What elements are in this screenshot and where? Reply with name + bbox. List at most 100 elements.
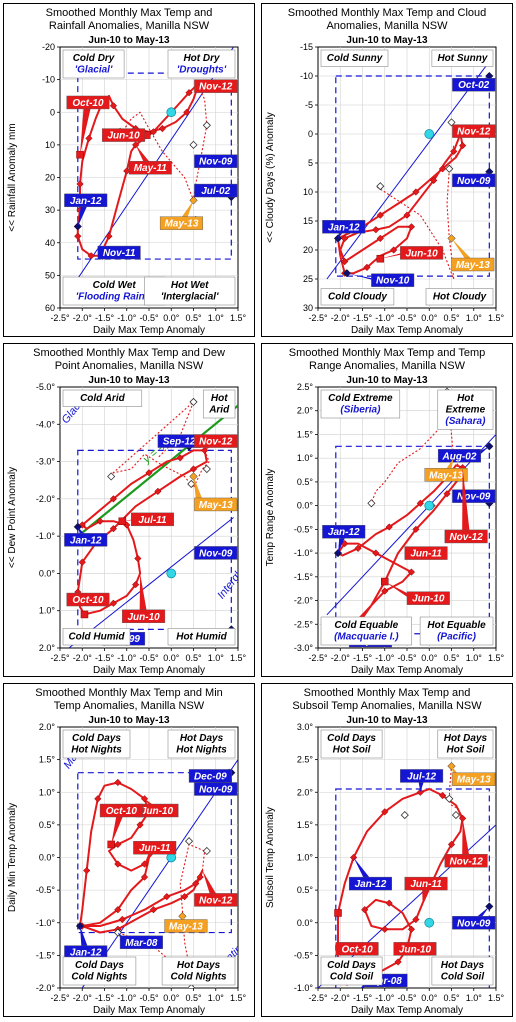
tick-label-y: -1.0° xyxy=(36,531,56,541)
callout-label: Nov-09 xyxy=(199,784,233,795)
corner-label: Cold Days xyxy=(72,733,121,744)
tick-label-y: -1.0° xyxy=(294,548,314,558)
square-marker xyxy=(376,254,385,263)
tick-label-y: 0.5° xyxy=(297,477,314,487)
corner-box xyxy=(437,389,494,430)
series-point xyxy=(189,465,198,473)
x-axis-title: Daily Max Temp Anomaly xyxy=(93,1005,205,1016)
callout-label: Jun-11 xyxy=(139,843,171,854)
series-point xyxy=(372,549,380,557)
chart-subtitle: Jun-10 to May-13 xyxy=(88,375,170,386)
corner-label: Hot Days xyxy=(177,960,221,971)
tick-label-y: 0.5° xyxy=(297,885,314,895)
tick-label-x: 0.5° xyxy=(443,653,460,663)
callout-box xyxy=(452,772,496,786)
tick-label-x: -0.5° xyxy=(397,993,417,1003)
corner-label: Cold Dry xyxy=(73,53,115,64)
tick-label-x: -2.5° xyxy=(308,993,328,1003)
series-point xyxy=(140,873,149,881)
series-point xyxy=(134,554,142,563)
gold-marker xyxy=(189,472,198,481)
series-point xyxy=(94,795,102,803)
tick-label-y: 50 xyxy=(45,270,55,280)
corner-label: Hot Days xyxy=(444,733,488,744)
series-point xyxy=(458,141,467,150)
series-point xyxy=(105,232,113,240)
callout-label: Nov-09 xyxy=(457,918,491,929)
open-marker xyxy=(451,811,461,820)
callout-label: Jul-11 xyxy=(138,515,167,526)
tick-label-x: -2.5° xyxy=(308,653,328,663)
x-axis-title: Daily Max Temp Anomaly xyxy=(93,665,205,676)
callout-label: May-13 xyxy=(199,500,233,511)
corner-label: Cold Nights xyxy=(170,972,227,983)
corner-box xyxy=(431,49,494,67)
open-marker xyxy=(202,464,211,474)
tick-label-y: 20 xyxy=(45,173,55,183)
corner-label: 'Droughts' xyxy=(177,65,227,76)
callout-box xyxy=(452,124,496,138)
corner-label: Hot Wet xyxy=(171,280,209,291)
tick-label-y: 10 xyxy=(303,187,313,197)
tick-label-x: 0.5° xyxy=(185,313,202,323)
series-point xyxy=(176,454,184,462)
tick-label-y: -1.5° xyxy=(36,950,56,960)
y-axis-title: Subsoil Temp Anomaly xyxy=(265,807,276,908)
callout-pointer xyxy=(139,573,148,617)
callout-box xyxy=(400,769,444,783)
tick-label-x: 1.5° xyxy=(488,653,505,663)
callout-box xyxy=(64,193,108,208)
corner-box xyxy=(203,389,236,419)
tick-label-y: 2.5° xyxy=(297,382,314,392)
tick-label-x: -2.0° xyxy=(331,313,351,323)
y-axis-title: << Rainfall Anomaly mm xyxy=(7,123,18,231)
tick-label-y: 30 xyxy=(303,303,313,313)
square-marker xyxy=(107,840,115,849)
series-point xyxy=(443,490,451,498)
corner-label: Cold Soil xyxy=(441,972,485,983)
tick-label-y: 1.5° xyxy=(297,820,314,830)
callout-label: Jan-12 xyxy=(70,196,102,207)
series-point xyxy=(196,873,204,881)
corner-box xyxy=(419,616,494,646)
navy-marker xyxy=(485,442,494,451)
callout-box xyxy=(451,257,495,272)
callout-label: May-13 xyxy=(169,922,203,933)
tick-label-x: 1.0° xyxy=(208,653,225,663)
corner-label: (Pacific) xyxy=(437,632,477,643)
tick-label-x: -0.5° xyxy=(397,653,417,663)
callout-label: May-13 xyxy=(429,470,463,481)
chart-subtitle: Jun-10 to May-13 xyxy=(346,715,428,726)
chart-title: Smoothed Monthly Max Temp and Cloud xyxy=(288,7,487,19)
chart-title: Smoothed Monthly Max Temp and Dew xyxy=(33,347,225,359)
tick-label-y: 60 xyxy=(45,303,55,313)
tick-label-x: 1.5° xyxy=(488,313,505,323)
open-marker xyxy=(189,397,198,406)
tick-label-x: -2.5° xyxy=(50,653,70,663)
callout-pointer xyxy=(111,810,126,845)
tick-label-x: -0.5° xyxy=(139,653,159,663)
callout-box xyxy=(452,77,496,92)
tick-label-x: -1.0° xyxy=(117,993,137,1003)
tick-label-x: -0.5° xyxy=(139,313,159,323)
corner-label: (Sahara) xyxy=(445,416,486,427)
tick-label-x: -1.5° xyxy=(95,313,115,323)
tick-label-y: -5 xyxy=(305,100,313,110)
callout-label: Jun-10 xyxy=(107,131,140,142)
callout-box xyxy=(452,173,496,188)
tick-label-y: -1.0° xyxy=(36,918,56,928)
callout-label: Apr-08 xyxy=(369,976,402,987)
tick-label-y: 0.0° xyxy=(39,853,56,863)
series-point xyxy=(149,906,158,914)
navy-marker xyxy=(333,548,343,558)
tick-label-x: 1.5° xyxy=(230,993,247,1003)
series-point xyxy=(183,108,191,116)
y-axis-title: Daily Min Temp Anomaly xyxy=(7,803,18,912)
y-axis-title: << Cloudy Days (%) Anomaly xyxy=(265,112,276,243)
series-point xyxy=(109,525,118,533)
open-marker xyxy=(202,846,211,856)
x-axis-title: Daily Max Temp Anomaly xyxy=(351,325,463,336)
chart-title: Smoothed Monthly Max Temp and xyxy=(46,7,213,19)
